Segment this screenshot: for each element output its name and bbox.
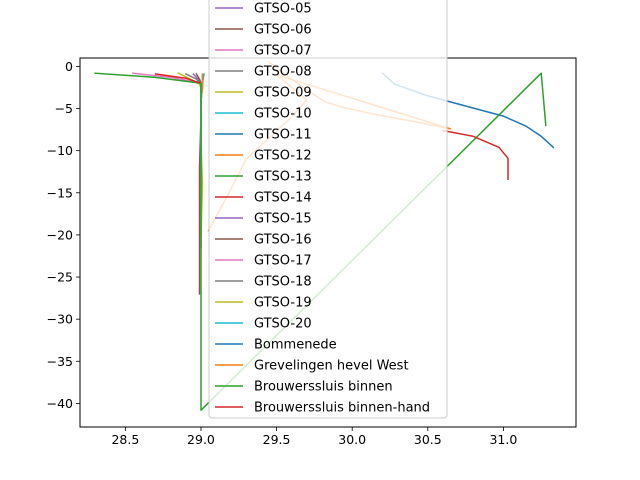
legend-label: GTSO-20 <box>254 317 312 332</box>
legend-label: GTSO-16 <box>254 233 312 248</box>
y-tick-label: −15 <box>47 185 73 200</box>
y-tick-label: −25 <box>47 270 73 285</box>
y-tick-label: −35 <box>47 354 73 369</box>
x-axis: 28.5 29.0 29.5 30.0 30.5 31.0 <box>111 427 517 447</box>
x-tick-label: 31.0 <box>489 432 517 447</box>
y-tick-label: −40 <box>47 396 73 411</box>
legend-label: GTSO-13 <box>254 170 312 185</box>
legend-label: GTSO-18 <box>254 275 312 290</box>
legend-box <box>208 0 448 419</box>
legend-label: GTSO-09 <box>254 86 312 101</box>
legend-label: GTSO-10 <box>254 107 312 122</box>
y-axis: 0 −5 −10 −15 −20 −25 −30 −35 −40 <box>47 59 80 411</box>
y-tick-label: −10 <box>47 143 73 158</box>
y-tick-label: −30 <box>47 312 73 327</box>
legend-label: Brouwerssluis binnen-hand <box>254 401 430 416</box>
legend-label: GTSO-14 <box>254 191 312 206</box>
legend-label: GTSO-08 <box>254 65 312 80</box>
legend-label: GTSO-12 <box>254 149 312 164</box>
legend-label: GTSO-11 <box>254 128 312 143</box>
y-tick-label: 0 <box>65 59 73 74</box>
legend-label: GTSO-06 <box>254 23 312 38</box>
legend: GTSO-05 GTSO-06 GTSO-07 GTSO-08 GTSO-09 GTSO-… <box>208 0 448 419</box>
x-tick-label: 28.5 <box>111 432 139 447</box>
x-tick-label: 29.0 <box>187 432 215 447</box>
legend-label: Grevelingen hevel West <box>254 359 409 374</box>
x-tick-label: 30.0 <box>338 432 366 447</box>
legend-label: GTSO-07 <box>254 44 312 59</box>
legend-label: GTSO-17 <box>254 254 312 269</box>
y-tick-label: −20 <box>47 227 73 242</box>
legend-label: GTSO-19 <box>254 296 312 311</box>
y-tick-label: −5 <box>55 101 73 116</box>
legend-label: Bommenede <box>254 338 337 353</box>
x-tick-label: 29.5 <box>263 432 291 447</box>
legend-label: Brouwerssluis binnen <box>254 380 393 395</box>
legend-label: GTSO-15 <box>254 212 312 227</box>
series-line-19 <box>442 129 509 181</box>
x-tick-label: 30.5 <box>414 432 442 447</box>
legend-label: GTSO-05 <box>254 2 312 17</box>
